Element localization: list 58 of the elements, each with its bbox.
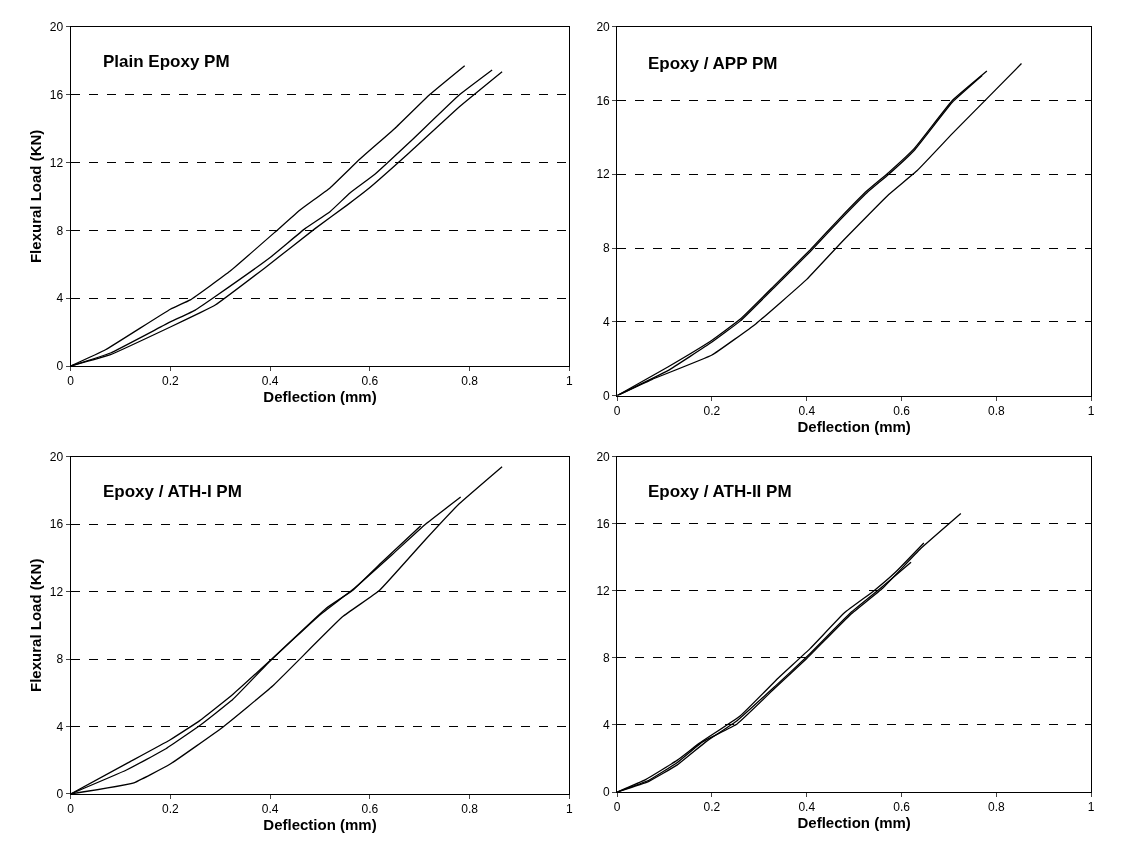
text: Epoxy / APP PM: [648, 54, 778, 73]
x-tick-label: 0.2: [162, 374, 180, 389]
x-axis-title: Deflection (mm): [263, 816, 377, 834]
x-tick-label: 0.4: [798, 403, 816, 418]
y-tick-label: 4: [603, 718, 611, 733]
x-tick-label: 0.8: [988, 403, 1006, 418]
x-tick-label: 0.2: [703, 800, 721, 815]
x-tick-label: 0.6: [893, 800, 911, 815]
x-tick-label: 0.8: [461, 374, 479, 389]
y-tick-label: 4: [603, 314, 611, 329]
y-tick-label: 0: [603, 785, 611, 800]
x-axis-title: Deflection (mm): [263, 388, 377, 406]
y-tick-label: 8: [56, 223, 64, 238]
y-tick-label: 4: [56, 291, 64, 306]
x-tick-label: 1: [1087, 403, 1095, 418]
y-tick-label: 4: [56, 719, 64, 734]
x-tick-label: 1: [566, 802, 574, 817]
y-axis-title: Flexural Load (KN): [27, 129, 45, 264]
y-tick-label: 16: [49, 87, 64, 102]
x-tick-label: 0.6: [361, 802, 379, 817]
x-tick-label: 0: [67, 802, 75, 817]
y-tick-label: 0: [56, 359, 64, 374]
x-tick-label: 0.2: [162, 802, 180, 817]
y-tick-label: 20: [596, 449, 611, 464]
y-tick-label: 0: [603, 388, 611, 403]
text: Epoxy / ATH-II PM: [648, 482, 792, 501]
y-tick-label: 16: [596, 516, 611, 531]
y-tick-label: 16: [49, 517, 64, 532]
x-tick-label: 1: [566, 374, 574, 389]
x-tick-label: 0.6: [361, 374, 379, 389]
x-tick-label: 0: [67, 374, 75, 389]
y-axis-title: Flexural Load (KN): [27, 558, 45, 692]
x-axis-title: Deflection (mm): [797, 417, 911, 435]
y-tick-label: 12: [596, 167, 611, 182]
x-tick-label: 0.8: [461, 802, 479, 817]
x-tick-label: 1: [1087, 800, 1095, 815]
y-tick-label: 8: [56, 652, 64, 667]
y-tick-label: 0: [56, 787, 64, 802]
x-tick-label: 0.4: [261, 374, 279, 389]
x-axis-title: Deflection (mm): [797, 814, 911, 832]
y-tick-label: 12: [596, 583, 611, 598]
y-tick-label: 12: [49, 155, 64, 170]
x-tick-label: 0.8: [988, 800, 1006, 815]
x-tick-label: 0.4: [261, 802, 279, 817]
y-tick-label: 20: [49, 19, 64, 34]
y-tick-label: 20: [49, 449, 64, 464]
y-tick-label: 16: [596, 93, 611, 108]
y-tick-label: 8: [603, 651, 611, 666]
x-tick-label: 0.2: [703, 403, 721, 418]
text: Epoxy / ATH-I PM: [103, 482, 242, 501]
y-tick-label: 20: [596, 19, 611, 34]
x-tick-label: 0: [613, 403, 621, 418]
x-tick-label: 0: [613, 800, 621, 815]
text: Plain Epoxy PM: [103, 52, 230, 71]
y-tick-label: 8: [603, 241, 611, 256]
x-tick-label: 0.6: [893, 403, 911, 418]
x-tick-label: 0.4: [798, 800, 816, 815]
y-tick-label: 12: [49, 584, 64, 599]
